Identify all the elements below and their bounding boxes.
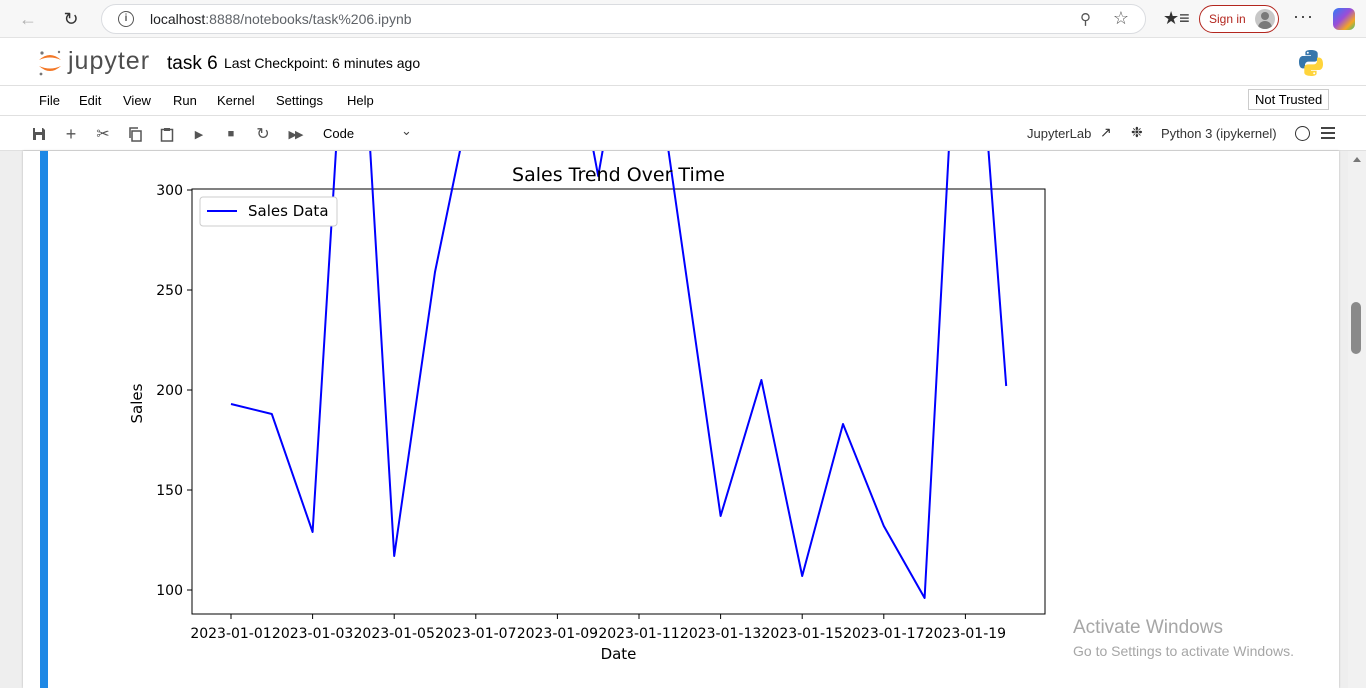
menu-bar: File Edit View Run Kernel Settings Help … [0,86,1366,116]
avatar-icon [1255,9,1275,29]
save-icon[interactable] [30,125,48,143]
paste-icon[interactable] [158,125,176,143]
jupyterlab-link[interactable]: JupyterLab [1027,126,1092,141]
menu-run[interactable]: Run [173,93,197,108]
kernel-status-icon [1295,126,1310,141]
y-axis-label: Sales [128,383,146,423]
x-tick-label: 2023-01-13 [680,626,761,642]
reload-icon[interactable]: ↻ [63,8,79,29]
url-host: localhost [150,11,206,27]
add-cell-icon[interactable]: + [65,123,77,144]
info-icon[interactable]: i [118,11,134,27]
sales-line-chart: 1001502002503003504004502023-01-012023-0… [128,151,1046,663]
x-tick-label: 2023-01-01 [190,626,271,642]
y-tick-label: 200 [156,383,183,399]
menu-help[interactable]: Help [347,93,374,108]
legend-label: Sales Data [248,202,329,220]
y-tick-label: 100 [156,583,183,599]
jupyter-wordmark: jupyter [68,47,151,75]
url-path: :8888/notebooks/task%206.ipynb [205,11,412,27]
sign-in-label: Sign in [1209,12,1246,26]
run-icon[interactable]: ▶ [194,128,204,141]
sign-in-button[interactable]: Sign in [1199,5,1279,33]
menu-settings[interactable]: Settings [276,93,323,108]
x-tick-label: 2023-01-09 [517,626,598,642]
y-tick-label: 150 [156,483,183,499]
jupyter-logo-icon[interactable] [35,48,65,78]
x-tick-label: 2023-01-05 [354,626,435,642]
jupyter-header: jupyter task 6 Last Checkpoint: 6 minute… [0,38,1366,86]
url-text: localhost:8888/notebooks/task%206.ipynb [150,11,412,27]
output-cell[interactable]: 1001502002503003504004502023-01-012023-0… [23,151,1339,688]
more-icon[interactable]: ··· [1293,6,1314,26]
y-tick-label: 250 [156,283,183,299]
cell-type-select[interactable]: Code [323,126,355,141]
python-logo-icon [1299,50,1323,76]
scrollbar-thumb[interactable] [1351,302,1361,354]
zoom-icon[interactable]: ⚲ [1080,11,1091,28]
vertical-scrollbar[interactable] [1348,151,1366,688]
stop-icon[interactable]: ■ [227,128,235,140]
menu-view[interactable]: View [123,93,151,108]
chevron-down-icon[interactable]: ⌄ [401,123,412,138]
cell-selection-bar[interactable] [40,151,48,688]
x-tick-label: 2023-01-11 [598,626,679,642]
x-tick-label: 2023-01-07 [435,626,516,642]
notebook-title[interactable]: task 6 [167,53,218,74]
plot-area [191,188,1046,615]
external-link-icon[interactable]: ↗ [1100,124,1112,140]
browser-toolbar: ← ↻ i localhost:8888/notebooks/task%206.… [0,0,1366,38]
scroll-up-arrow-icon[interactable] [1353,157,1361,162]
series-line-sales-data [230,151,1008,599]
notebook-area: 1001502002503003504004502023-01-012023-0… [0,151,1366,688]
y-tick-label: 300 [156,183,183,199]
checkpoint-status: Last Checkpoint: 6 minutes ago [224,55,421,71]
cut-icon[interactable]: ✂ [96,126,110,143]
menu-edit[interactable]: Edit [79,93,102,108]
activate-windows-watermark: Activate Windows Go to Settings to activ… [1073,617,1294,659]
copilot-icon[interactable] [1333,8,1355,30]
copy-icon[interactable] [126,125,144,143]
debugger-bug-icon[interactable]: ❉ [1131,124,1143,140]
watermark-subtitle: Go to Settings to activate Windows. [1073,643,1294,659]
x-tick-label: 2023-01-19 [925,626,1006,642]
star-icon[interactable]: ☆ [1112,8,1129,28]
menu-hamburger-icon[interactable] [1321,127,1335,139]
address-bar[interactable]: i localhost:8888/notebooks/task%206.ipyn… [101,4,1146,34]
chart-title: Sales Trend Over Time [512,164,725,186]
watermark-title: Activate Windows [1073,617,1223,638]
restart-icon[interactable]: ↻ [256,126,270,143]
menu-kernel[interactable]: Kernel [217,93,255,108]
menu-file[interactable]: File [39,93,60,108]
kernel-name[interactable]: Python 3 (ipykernel) [1161,126,1277,141]
favorites-icon[interactable]: ★≡ [1163,8,1190,28]
back-arrow-icon[interactable]: ← [19,8,37,29]
x-tick-label: 2023-01-17 [843,626,924,642]
x-tick-label: 2023-01-03 [272,626,353,642]
x-axis-label: Date [601,645,637,663]
notebook-toolbar: + ✂ ▶ ■ ↻ ▶▶ Code ⌄ JupyterLab ↗ ❉ Pytho… [0,116,1366,151]
fast-forward-icon[interactable]: ▶▶ [288,128,304,141]
x-tick-label: 2023-01-15 [762,626,843,642]
legend-box [199,196,338,227]
trust-badge-button[interactable]: Not Trusted [1248,89,1330,110]
